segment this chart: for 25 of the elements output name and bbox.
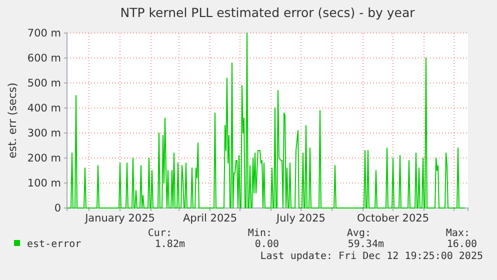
- text: 1.82m: [154, 239, 185, 250]
- y-tick-label: 700 m: [27, 27, 61, 40]
- text: 59.34m: [348, 239, 384, 250]
- x-tick-label: October 2025: [356, 212, 430, 224]
- text: Avg:: [346, 228, 371, 239]
- y-tick-label: 300 m: [27, 127, 61, 140]
- text: 0.00: [254, 239, 279, 250]
- y-tick-label: 100 m: [27, 177, 61, 190]
- text: Cur:: [148, 228, 172, 239]
- line-series: [66, 32, 466, 208]
- x-tick-label: April 2025: [182, 212, 238, 224]
- chart-title: NTP kernel PLL estimated error (secs) - by year: [120, 5, 416, 20]
- x-tick-label: July 2025: [276, 212, 326, 224]
- y-tick-label: 0: [54, 202, 61, 214]
- text: Max:: [446, 228, 470, 239]
- x-tick-label: January 2025: [84, 212, 155, 224]
- y-tick-label: 400 m: [27, 102, 61, 114]
- legend-label: est-error: [27, 239, 82, 250]
- text: Min:: [248, 228, 272, 239]
- y-tick-label: 600 m: [27, 52, 61, 64]
- text: Last update: Fri Dec 12 19:25:00 2025: [260, 251, 483, 262]
- text: 16.00: [446, 239, 477, 250]
- y-axis-title: est. err (secs): [6, 82, 19, 158]
- y-tick-label: 500 m: [27, 77, 61, 90]
- y-tick-label: 200 m: [27, 152, 61, 164]
